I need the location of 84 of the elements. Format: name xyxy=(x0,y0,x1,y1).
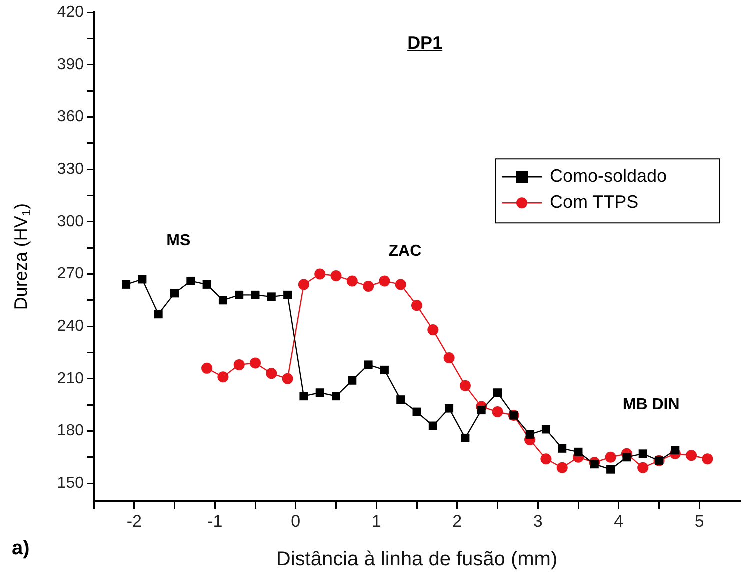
point xyxy=(282,373,294,384)
point xyxy=(444,352,455,364)
x-axis-title: Distância à linha de fusão (mm) xyxy=(276,548,558,571)
point xyxy=(494,388,502,398)
x-tick-label: 4 xyxy=(614,512,624,531)
annotation: MS xyxy=(166,232,192,250)
point xyxy=(332,392,340,401)
point xyxy=(412,408,422,416)
y-tick-label: 240 xyxy=(57,318,84,335)
point xyxy=(284,290,292,300)
point xyxy=(686,450,698,462)
point xyxy=(590,460,599,469)
x-tick-label: 2 xyxy=(452,512,462,531)
point xyxy=(235,290,244,300)
point xyxy=(234,359,245,370)
point xyxy=(316,388,324,398)
y-axis-title: Dureza (HV1) xyxy=(10,203,34,310)
point xyxy=(540,454,552,465)
point xyxy=(460,380,471,392)
point xyxy=(412,300,422,312)
point xyxy=(605,452,616,463)
point xyxy=(363,280,374,292)
annotation: ZAC xyxy=(388,242,422,260)
point xyxy=(445,404,454,413)
x-tick-label: 1 xyxy=(372,512,382,531)
y-tick-label: 150 xyxy=(57,474,84,492)
point xyxy=(154,310,163,319)
point xyxy=(574,448,583,456)
point xyxy=(379,276,390,287)
point xyxy=(300,392,308,401)
x-tick-label: 5 xyxy=(694,512,704,531)
point xyxy=(364,360,373,370)
point xyxy=(251,290,260,300)
point xyxy=(622,453,632,462)
x-tick-label: -1 xyxy=(208,512,223,531)
legend-label: Como-soldado xyxy=(550,166,668,186)
text: a) xyxy=(12,538,30,560)
point xyxy=(428,422,438,430)
point xyxy=(702,454,714,465)
legend-label: Com TTPS xyxy=(550,192,639,212)
point xyxy=(250,358,261,369)
point xyxy=(138,275,147,284)
point xyxy=(492,406,504,418)
point xyxy=(186,276,196,286)
y-tick-label: 390 xyxy=(57,56,84,74)
point xyxy=(526,430,534,439)
point xyxy=(314,268,326,280)
y-tick-label: 330 xyxy=(57,160,84,178)
point xyxy=(330,270,342,282)
point xyxy=(202,362,213,374)
point xyxy=(396,396,406,404)
point xyxy=(395,279,406,290)
point xyxy=(477,406,486,415)
y-tick-label: 210 xyxy=(57,370,84,388)
point xyxy=(606,465,616,474)
point xyxy=(542,425,550,434)
text: DP1 xyxy=(408,33,443,54)
point xyxy=(638,462,649,474)
point xyxy=(558,444,567,453)
point xyxy=(461,434,470,442)
point xyxy=(266,368,278,380)
y-tick-label: 270 xyxy=(57,266,84,283)
point xyxy=(298,279,310,290)
x-tick-label: 0 xyxy=(291,512,301,531)
point xyxy=(122,280,131,289)
point xyxy=(267,292,276,302)
point xyxy=(348,376,357,385)
y-tick-label: 300 xyxy=(57,213,84,230)
x-tick-label: 3 xyxy=(533,512,543,531)
x-tick-label: -2 xyxy=(126,512,142,531)
y-tick-label: 360 xyxy=(57,108,84,126)
point xyxy=(638,450,648,458)
point xyxy=(556,462,568,474)
y-tick-label: 180 xyxy=(57,422,84,440)
point xyxy=(380,366,389,374)
point xyxy=(218,372,229,383)
y-tick-label: 420 xyxy=(57,4,84,22)
point xyxy=(428,324,439,336)
point xyxy=(202,280,212,289)
point xyxy=(170,289,179,298)
point xyxy=(218,296,228,305)
point xyxy=(346,276,358,287)
point xyxy=(671,446,680,455)
annotation: MB DIN xyxy=(622,396,680,414)
